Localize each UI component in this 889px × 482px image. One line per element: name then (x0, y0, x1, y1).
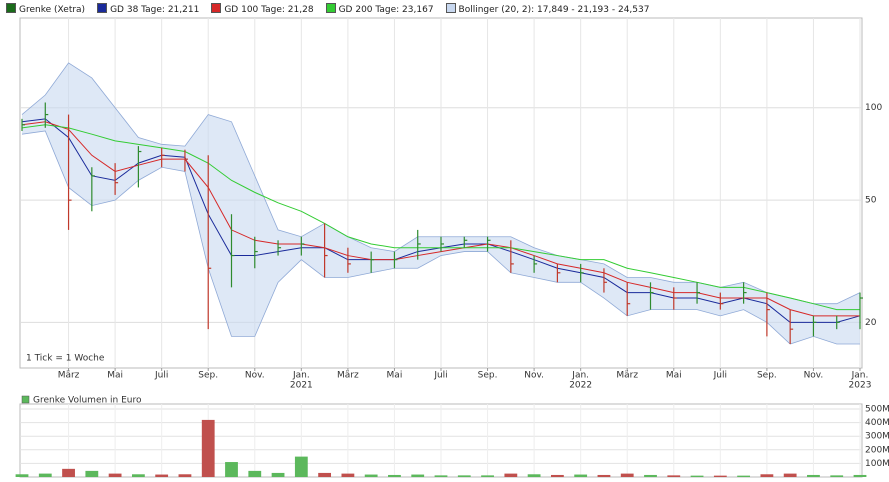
volume-bar (294, 456, 308, 477)
volume-bar (737, 475, 751, 477)
volume-bar (38, 473, 52, 477)
volume-bar (457, 475, 471, 477)
volume-bar (364, 474, 378, 477)
volume-bar (318, 472, 332, 477)
x-tick-label: März (58, 371, 80, 381)
legend-item: Bollinger (20, 2): 17,849 - 21,193 - 24,… (445, 3, 650, 15)
volume-bar (713, 475, 727, 477)
volume-bar (690, 475, 704, 477)
x-tick-label: Nov. (245, 371, 265, 381)
x-tick-label: Mai (387, 371, 403, 381)
volume-bar (108, 473, 122, 477)
volume-bar (527, 474, 541, 477)
x-tick-label: Sep. (198, 371, 218, 381)
x-tick-label: März (616, 371, 638, 381)
volume-title: Grenke Volumen in Euro (33, 396, 142, 406)
x-tick-label: Sep. (757, 371, 777, 381)
y-tick-label: 50 (865, 196, 877, 206)
year-label: 2021 (290, 381, 313, 391)
volume-bar (574, 474, 588, 477)
volume-bar (667, 475, 681, 477)
legend-label: GD 38 Tage: 21,211 (110, 5, 200, 15)
year-label: 2022 (569, 381, 592, 391)
x-tick-label: Jan. (851, 371, 869, 381)
volume-bar (341, 473, 355, 477)
x-tick-label: Jan. (292, 371, 310, 381)
y-tick-label: 200M (865, 445, 889, 455)
volume-bar (644, 474, 657, 477)
x-tick-label: Juli (433, 371, 447, 381)
y-tick-label: 100 (865, 103, 882, 113)
volume-bar (504, 473, 518, 477)
volume-bar (830, 475, 844, 477)
volume-bar (807, 474, 820, 477)
x-tick-label: Juli (154, 371, 168, 381)
legend-swatch (6, 3, 16, 13)
volume-legend-swatch (21, 395, 30, 404)
x-tick-label: Nov. (804, 371, 824, 381)
volume-bar (411, 474, 425, 477)
year-label: 2023 (849, 381, 872, 391)
volume-bar (388, 474, 401, 477)
legend-label: GD 100 Tage: 21,28 (224, 5, 314, 15)
volume-bar (597, 474, 611, 477)
legend-swatch (211, 3, 222, 13)
y-tick-label: 100M (865, 459, 889, 469)
y-tick-label: 300M (865, 432, 889, 442)
volume-bar (62, 468, 75, 477)
legend-item: GD 100 Tage: 21,28 (211, 3, 314, 15)
y-tick-label: 400M (865, 418, 889, 428)
volume-bar (853, 474, 867, 477)
volume-bar (620, 473, 634, 477)
legend-swatch (445, 3, 456, 13)
x-tick-label: Nov. (524, 371, 544, 381)
volume-bar (434, 475, 448, 477)
volume-bar (178, 474, 192, 477)
legend: Grenke (Xetra) GD 38 Tage: 21,211 GD 100 T… (6, 3, 661, 15)
volume-bar (783, 473, 797, 477)
volume-bar (550, 474, 564, 477)
volume-bar (85, 470, 99, 477)
x-tick-label: Mai (107, 371, 123, 381)
x-tick-label: März (337, 371, 359, 381)
x-tick-label: Jan. (571, 371, 589, 381)
volume-bar (481, 475, 494, 477)
volume-bar (248, 470, 262, 477)
legend-swatch (325, 3, 336, 13)
x-tick-label: Mai (666, 371, 682, 381)
y-tick-label: 20 (865, 318, 877, 328)
volume-bar (155, 474, 169, 477)
volume-bar (131, 474, 145, 477)
legend-label: GD 200 Tage: 23,167 (338, 5, 434, 15)
volume-bar (201, 419, 215, 477)
legend-item: Grenke (Xetra) (6, 3, 86, 15)
x-tick-label: Sep. (478, 371, 498, 381)
y-tick-label: 500M (865, 405, 889, 415)
legend-swatch (97, 3, 108, 13)
note: 1 Tick = 1 Woche (26, 354, 105, 364)
legend-label: Bollinger (20, 2): 17,849 - 21,193 - 24,… (458, 5, 650, 15)
x-tick-label: Juli (713, 371, 727, 381)
legend-label: Grenke (Xetra) (19, 5, 86, 15)
volume-bar (760, 474, 774, 477)
volume-bar (225, 462, 238, 477)
volume-bar (15, 474, 29, 477)
volume-bar (271, 472, 285, 477)
legend-item: GD 38 Tage: 21,211 (97, 3, 200, 15)
legend-item: GD 200 Tage: 23,167 (325, 3, 434, 15)
